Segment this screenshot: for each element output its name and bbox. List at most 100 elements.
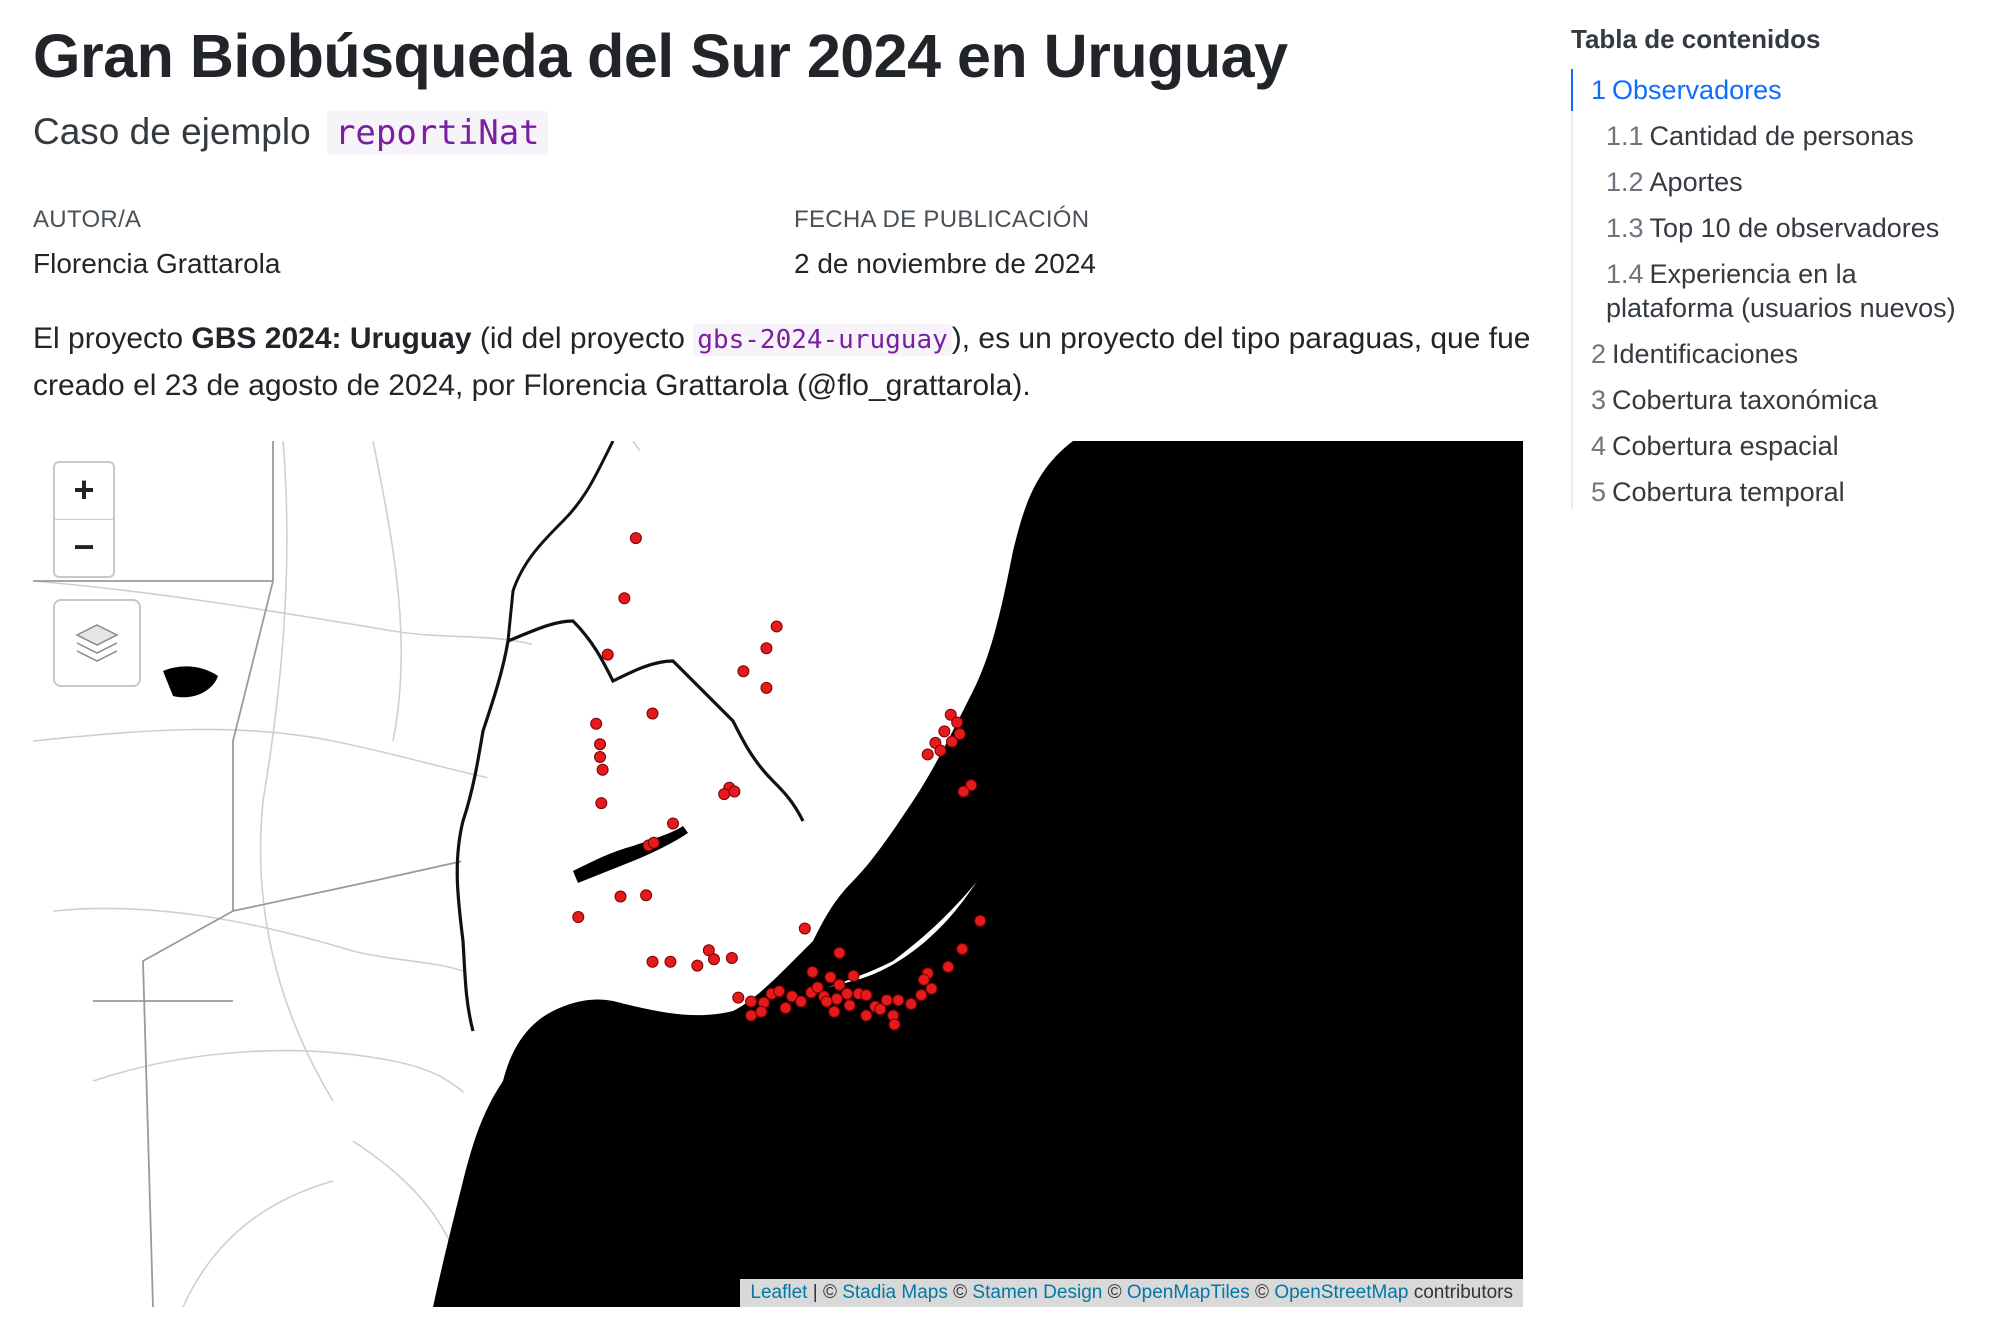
subtitle-text: Caso de ejemplo [33, 111, 311, 152]
page-title: Gran Biobúsqueda del Sur 2024 en Uruguay [33, 22, 1288, 90]
toc-item[interactable]: 1.3 Top 10 de observadores [1591, 211, 1991, 245]
observation-point[interactable] [942, 960, 955, 973]
observation-point[interactable] [965, 779, 978, 792]
observation-point[interactable] [728, 785, 741, 798]
toc-item[interactable]: 3 Cobertura taxonómica [1591, 383, 1991, 417]
observation-point[interactable] [892, 994, 905, 1007]
toc-item[interactable]: 1.1 Cantidad de personas [1591, 119, 1991, 153]
observation-points[interactable] [572, 532, 987, 1031]
observation-point[interactable] [760, 642, 773, 655]
observation-point[interactable] [718, 788, 731, 801]
observation-point[interactable] [594, 738, 607, 751]
stamen-link[interactable]: Stamen Design [972, 1282, 1103, 1303]
observation-point[interactable] [921, 748, 934, 761]
zoom-control: + − [53, 461, 115, 578]
zoom-out-button[interactable]: − [55, 519, 113, 576]
observation-point[interactable] [594, 751, 607, 763]
rincon-del-bonete [573, 826, 688, 883]
observation-point[interactable] [938, 725, 951, 738]
observation-point[interactable] [572, 911, 585, 923]
leaflet-link[interactable]: Leaflet [750, 1282, 808, 1303]
stadia-link[interactable]: Stadia Maps [842, 1282, 948, 1303]
observation-point[interactable] [773, 985, 786, 998]
observation-point[interactable] [702, 944, 715, 957]
observation-point[interactable] [833, 978, 846, 991]
observation-point[interactable] [843, 999, 856, 1012]
observation-point[interactable] [601, 648, 614, 661]
observation-point[interactable] [956, 943, 969, 955]
observation-point[interactable] [874, 1003, 887, 1016]
observation-point[interactable] [629, 532, 642, 545]
observation-point[interactable] [951, 716, 964, 729]
observation-point[interactable] [798, 922, 811, 935]
observation-point[interactable] [590, 717, 603, 730]
observation-point[interactable] [664, 955, 677, 968]
observation-point[interactable] [667, 817, 679, 830]
observation-point[interactable] [779, 1001, 792, 1014]
observation-point[interactable] [806, 966, 819, 979]
toc-item[interactable]: 2 Identificaciones [1591, 337, 1991, 371]
observation-point[interactable] [905, 998, 918, 1011]
observation-point[interactable] [732, 991, 745, 1004]
rio-de-la-plata [433, 441, 1523, 1307]
observation-point[interactable] [833, 946, 846, 959]
observation-point[interactable] [915, 989, 928, 1002]
observation-point[interactable] [917, 973, 930, 986]
observation-point[interactable] [760, 681, 773, 694]
openmaptiles-link[interactable]: OpenMapTiles [1126, 1282, 1250, 1303]
observation-point[interactable] [860, 1009, 873, 1022]
observation-point[interactable] [786, 990, 799, 1003]
observation-point[interactable] [974, 914, 987, 927]
observation-point[interactable] [707, 953, 720, 966]
province-borders [33, 441, 464, 1307]
observation-point[interactable] [934, 744, 947, 757]
observation-map[interactable]: + − Leaflet | © Stadia Maps © Stamen Des… [33, 441, 1523, 1307]
observation-point[interactable] [953, 727, 966, 740]
attribution-sep: © [947, 1282, 973, 1303]
observation-point[interactable] [640, 889, 653, 902]
observation-point[interactable] [841, 987, 854, 1000]
observation-point[interactable] [860, 989, 873, 1002]
toc-item-label: Aportes [1649, 167, 1743, 197]
toc-item[interactable]: 5 Cobertura temporal [1591, 475, 1991, 509]
author-block: AUTOR/A Florencia Grattarola [33, 206, 280, 280]
toc-item[interactable]: 4 Cobertura espacial [1591, 429, 1991, 463]
observation-point[interactable] [795, 995, 807, 1008]
publication-date: 2 de noviembre de 2024 [794, 248, 1096, 279]
toc-item[interactable]: 1 Observadores [1571, 69, 1991, 111]
observation-point[interactable] [957, 785, 970, 798]
observation-point[interactable] [755, 1005, 768, 1018]
observation-point[interactable] [830, 992, 843, 1005]
observation-point[interactable] [880, 994, 893, 1007]
observation-point[interactable] [596, 763, 609, 776]
observation-point[interactable] [618, 592, 631, 605]
observation-point[interactable] [925, 982, 938, 995]
observation-point[interactable] [824, 971, 837, 984]
osm-link[interactable]: OpenStreetMap [1274, 1282, 1409, 1303]
observation-point[interactable] [647, 836, 660, 849]
observation-point[interactable] [770, 620, 783, 633]
observation-point[interactable] [691, 959, 704, 972]
observation-point[interactable] [646, 955, 659, 968]
observation-point[interactable] [745, 1009, 758, 1022]
observation-point[interactable] [725, 951, 738, 964]
zoom-in-button[interactable]: + [73, 469, 95, 510]
observation-point[interactable] [946, 735, 959, 748]
project-name: GBS 2024: Uruguay [191, 322, 472, 355]
basemap[interactable] [33, 441, 1523, 1307]
observation-point[interactable] [595, 797, 608, 810]
layers-button[interactable] [53, 599, 141, 687]
toc-item[interactable]: 1.2 Aportes [1591, 165, 1991, 199]
observation-point[interactable] [737, 665, 750, 678]
observation-point[interactable] [745, 995, 758, 1008]
observation-point[interactable] [888, 1018, 901, 1031]
observation-point[interactable] [828, 1005, 841, 1018]
observation-point[interactable] [944, 708, 957, 721]
observation-point[interactable] [646, 707, 659, 720]
observation-point[interactable] [820, 995, 833, 1008]
observation-point[interactable] [811, 981, 824, 994]
observation-point[interactable] [614, 890, 627, 903]
observation-point[interactable] [847, 969, 860, 982]
toc-item[interactable]: 1.4 Experiencia en la plataforma (usuario… [1591, 257, 1991, 325]
toc-title: Tabla de contenidos [1571, 24, 1821, 54]
